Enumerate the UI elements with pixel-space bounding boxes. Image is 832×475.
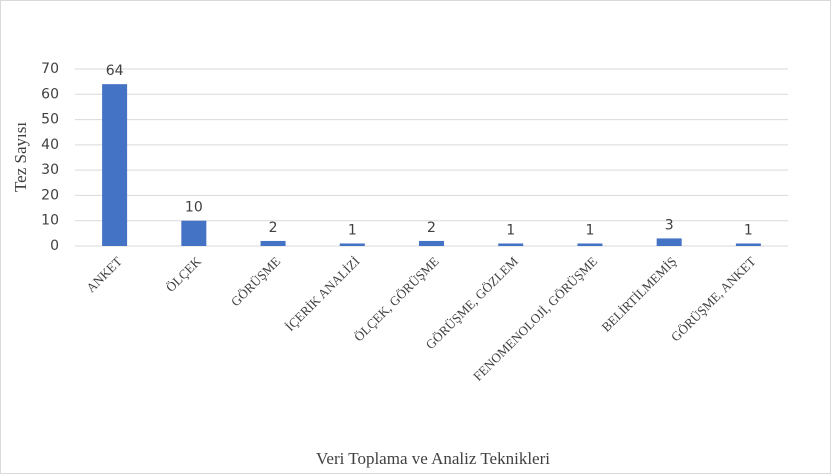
data-label: 1: [506, 222, 515, 238]
y-tick-label: 30: [41, 162, 59, 178]
bar: [260, 240, 286, 246]
bar: [339, 243, 365, 246]
data-label: 64: [106, 63, 124, 79]
y-tick-label: 70: [41, 61, 59, 77]
data-label: 2: [269, 220, 278, 236]
y-tick-label: 60: [41, 86, 59, 102]
bar: [498, 243, 524, 246]
bar: [181, 220, 207, 246]
data-label: 1: [744, 222, 753, 238]
data-label: 1: [585, 222, 594, 238]
data-label: 2: [427, 220, 436, 236]
bar: [577, 243, 603, 246]
y-tick-label: 20: [41, 187, 59, 203]
data-label: 3: [665, 217, 674, 233]
x-axis-label: Veri Toplama ve Analiz Teknikleri: [316, 449, 550, 468]
data-label: 10: [185, 200, 203, 216]
y-tick-label: 0: [50, 238, 59, 254]
bar: [656, 238, 682, 246]
bar: [735, 243, 761, 246]
y-axis-label: Tez Sayısı: [11, 122, 30, 192]
bar: [419, 240, 444, 246]
y-tick-label: 40: [41, 137, 59, 153]
y-tick-label: 50: [41, 112, 59, 128]
y-tick-label: 10: [41, 213, 59, 229]
data-label: 1: [348, 222, 357, 238]
bar: [102, 84, 128, 247]
